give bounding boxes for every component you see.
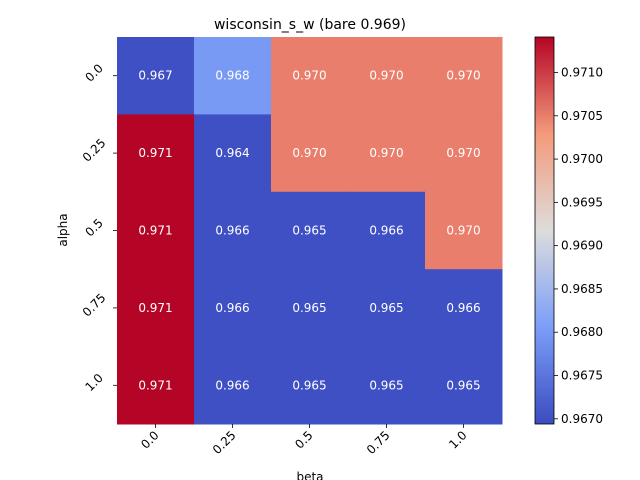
heatmap-cell (425, 114, 503, 193)
cell-value-label: 0.971 (138, 378, 172, 392)
heatmap-cell (348, 114, 426, 193)
colorbar-tick-label: 0.9685 (561, 282, 603, 296)
colorbar-tick-label: 0.9710 (561, 65, 603, 79)
x-axis-ticks: 0.0 0.25 0.5 0.75 1.0 (138, 424, 470, 457)
cell-value-label: 0.965 (292, 224, 326, 238)
x-axis-label: beta (296, 470, 323, 480)
x-tick-label: 0.5 (292, 428, 315, 451)
chart-title: wisconsin_s_w (bare 0.969) (214, 17, 406, 33)
heatmap-cell-labels: 0.967 0.968 0.970 0.970 0.970 0.971 0.964 0.970… (138, 69, 480, 393)
y-tick-label: 0.75 (80, 291, 109, 320)
heatmap-cells (117, 37, 503, 425)
cell-value-label: 0.965 (369, 378, 403, 392)
heatmap-cell (194, 346, 272, 425)
cell-value-label: 0.966 (215, 224, 249, 238)
heatmap-cell (271, 37, 349, 115)
heatmap-cell (425, 269, 503, 348)
cell-value-label: 0.970 (446, 146, 480, 160)
heatmap-cell (271, 346, 349, 425)
x-tick-label: 0.0 (138, 428, 161, 451)
heatmap-cell (194, 269, 272, 348)
cell-value-label: 0.966 (215, 301, 249, 315)
heatmap-cell (348, 191, 426, 270)
colorbar-tick-label: 0.9705 (561, 109, 603, 123)
colorbar-tick-label: 0.9680 (561, 325, 603, 339)
heatmap-cell (194, 37, 272, 115)
cell-value-label: 0.965 (369, 301, 403, 315)
heatmap-cell (194, 114, 272, 193)
heatmap-cell (425, 346, 503, 425)
cell-value-label: 0.970 (292, 69, 326, 83)
heatmap-cell (425, 37, 503, 115)
heatmap-cell (348, 37, 426, 115)
heatmap-cell (117, 37, 195, 115)
cell-value-label: 0.970 (446, 69, 480, 83)
y-tick-label: 1.0 (82, 371, 105, 394)
heatmap-cell (271, 114, 349, 193)
x-tick-label: 0.75 (364, 428, 393, 457)
cell-value-label: 0.970 (292, 146, 326, 160)
heatmap-cell (271, 191, 349, 270)
y-axis-label: alpha (56, 213, 70, 246)
cell-value-label: 0.970 (446, 224, 480, 238)
heatmap-cell (425, 191, 503, 270)
x-tick-label: 1.0 (446, 428, 469, 451)
heatmap-cell (348, 346, 426, 425)
colorbar-ticks: 0.9670 0.9675 0.9680 0.9685 0.9690 0.9695 0.97… (554, 65, 603, 426)
cell-value-label: 0.970 (369, 146, 403, 160)
colorbar (534, 36, 555, 425)
y-tick-label: 0.0 (82, 61, 105, 84)
cell-value-label: 0.966 (215, 378, 249, 392)
cell-value-label: 0.966 (369, 224, 403, 238)
cell-value-label: 0.970 (369, 69, 403, 83)
cell-value-label: 0.965 (292, 301, 326, 315)
cell-value-label: 0.968 (215, 69, 249, 83)
heatmap-cell (117, 191, 195, 270)
cell-value-label: 0.964 (215, 146, 249, 160)
colorbar-tick-label: 0.9675 (561, 369, 603, 383)
heatmap-cell (117, 114, 195, 193)
colorbar-tick-label: 0.9700 (561, 152, 603, 166)
cell-value-label: 0.971 (138, 146, 172, 160)
y-tick-label: 0.5 (82, 216, 105, 239)
colorbar-tick-label: 0.9690 (561, 239, 603, 253)
colorbar-tick-label: 0.9670 (561, 412, 603, 426)
cell-value-label: 0.965 (446, 378, 480, 392)
cell-value-label: 0.965 (292, 378, 326, 392)
heatmap-cell (117, 269, 195, 348)
heatmap-cell (348, 269, 426, 348)
y-axis-ticks: 0.0 0.25 0.5 0.75 1.0 (80, 61, 117, 394)
heatmap-cell (117, 346, 195, 425)
cell-value-label: 0.971 (138, 224, 172, 238)
cell-value-label: 0.967 (138, 69, 172, 83)
heatmap-cell (271, 269, 349, 348)
colorbar-tick-label: 0.9695 (561, 195, 603, 209)
x-tick-label: 0.25 (210, 428, 239, 457)
y-tick-label: 0.25 (80, 136, 109, 165)
cell-value-label: 0.971 (138, 301, 172, 315)
cell-value-label: 0.966 (446, 301, 480, 315)
heatmap-cell (194, 191, 272, 270)
